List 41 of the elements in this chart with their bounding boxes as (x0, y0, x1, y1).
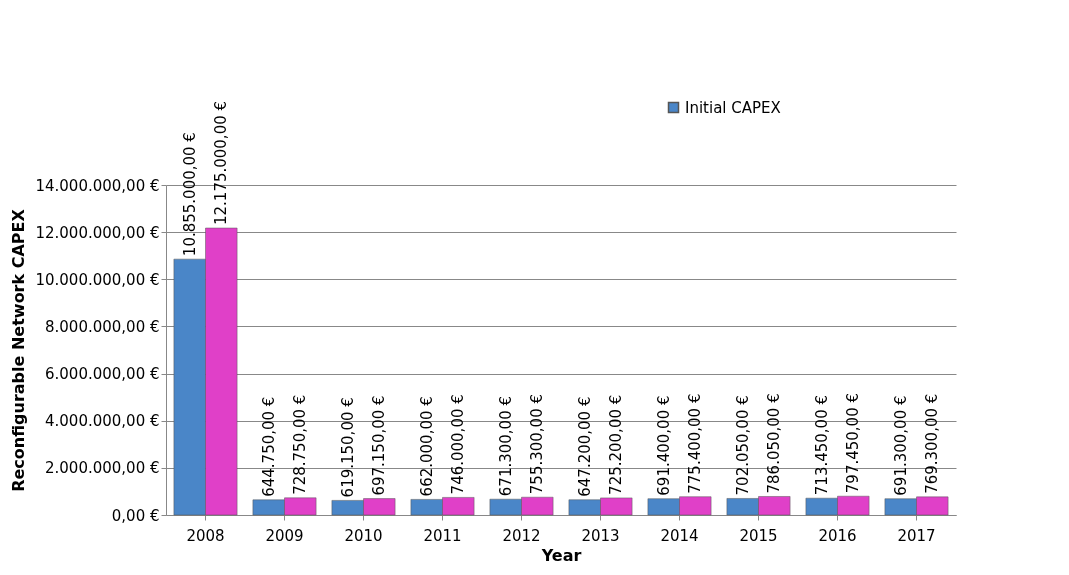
data-label: 755.300,00 € (528, 393, 547, 495)
x-tick-label: 2008 (186, 526, 225, 545)
data-label: 746.000,00 € (449, 394, 468, 495)
data-label: 12.175.000,00 € (212, 100, 231, 226)
x-tick-label: 2012 (502, 526, 541, 545)
data-label: 691.300,00 € (891, 395, 910, 496)
data-label: 644.750,00 € (259, 396, 278, 497)
data-label: 728.750,00 € (291, 394, 310, 495)
y-tick-label: 12.000.000,00 € (35, 223, 160, 242)
x-axis-title: Year (540, 545, 582, 565)
y-tick-label: 2.000.000,00 € (44, 459, 160, 478)
data-label: 671.300,00 € (496, 395, 515, 497)
y-tick-label: 0,00 € (111, 506, 160, 525)
data-label: 769.300,00 € (923, 393, 942, 494)
y-axis-title: Reconfigurable Network CAPEX (9, 208, 29, 492)
y-tick-label: 6.000.000,00 € (44, 365, 160, 384)
x-tick-label: 2015 (739, 526, 778, 545)
x-tick-label: 2014 (660, 526, 699, 545)
x-tick-label: 2011 (423, 526, 462, 545)
x-tick-label: 2010 (344, 526, 383, 545)
y-tick-label: 10.000.000,00 € (35, 270, 160, 289)
x-tick-label: 2017 (897, 526, 936, 545)
data-label: 775.400,00 € (686, 393, 705, 494)
x-tick-label: 2009 (265, 526, 304, 545)
data-label: 10.855.000,00 € (180, 132, 199, 257)
y-tick-label: 4.000.000,00 € (44, 412, 160, 431)
data-label: 713.450,00 € (812, 394, 831, 496)
y-tick-label: 8.000.000,00 € (44, 317, 160, 336)
data-label: 647.200,00 € (575, 396, 594, 497)
x-tick-label: 2013 (581, 526, 620, 545)
data-label: 702.050,00 € (733, 395, 752, 496)
y-tick-label: 14.000.000,00 € (35, 176, 160, 195)
data-label: 797.450,00 € (844, 393, 863, 494)
data-label: 662.000,00 € (417, 396, 436, 497)
x-tick-label: 2016 (818, 526, 857, 545)
data-label: 697.150,00 € (370, 395, 389, 496)
legend-label: Initial CAPEX (685, 98, 781, 117)
data-label: 619.150,00 € (338, 397, 357, 498)
data-label: 725.200,00 € (607, 394, 626, 495)
data-label: 786.050,00 € (765, 393, 784, 494)
data-label: 691.400,00 € (654, 395, 673, 496)
